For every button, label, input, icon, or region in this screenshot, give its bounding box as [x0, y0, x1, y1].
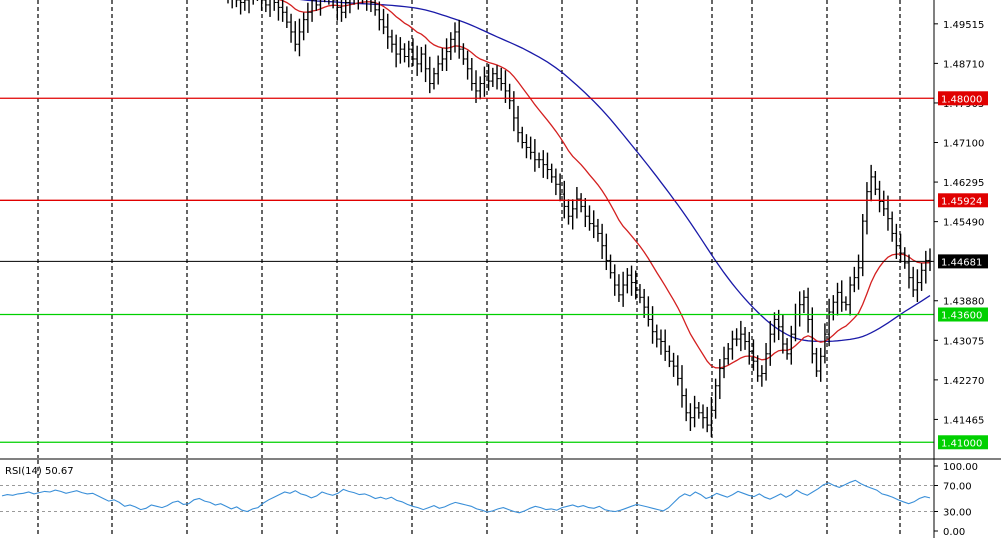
resistance-1-tag — [938, 91, 988, 106]
rsi-label: RSI(14) 50.67 — [5, 466, 74, 477]
current-price-tag — [938, 254, 988, 269]
axis-tick-label: 1.41465 — [943, 415, 984, 426]
slow-moving-average-line — [299, 0, 931, 343]
axis-tick-label: 1.48710 — [943, 59, 984, 70]
support-1-tag — [938, 307, 988, 322]
support-2-tag — [938, 435, 988, 450]
rsi-axis-tick-label: 0.00 — [943, 527, 965, 538]
axis-tick-label: 1.43880 — [943, 297, 984, 308]
price-bars — [227, 0, 932, 438]
rsi-axis-tick-label: 30.00 — [943, 508, 972, 519]
axis-tick-label: 1.42270 — [943, 376, 984, 387]
rsi-axis-tick-label: 70.00 — [943, 482, 972, 493]
fast-moving-average-line — [278, 0, 931, 369]
resistance-2-tag — [938, 193, 988, 208]
axis-tick-label: 1.43075 — [943, 336, 984, 347]
current-price-tag-label: 1.44681 — [941, 257, 982, 268]
axis-tick-label: 1.47100 — [943, 139, 984, 150]
axis-tick-label: 1.49515 — [943, 20, 984, 31]
axis-tick-label: 1.45490 — [943, 218, 984, 229]
rsi-panel: RSI(14) 50.67 100.00 70.00 30.00 0.00 — [0, 462, 978, 538]
rsi-line — [1, 479, 931, 514]
main-grid — [37, 0, 901, 537]
resistance-2-tag-label: 1.45924 — [941, 196, 982, 207]
rsi-axis-tick-label: 100.00 — [943, 462, 978, 473]
resistance-1-tag-label: 1.48000 — [941, 94, 982, 105]
support-1-tag-label: 1.43600 — [941, 311, 982, 322]
horizontal-levels — [0, 97, 934, 443]
axis-tick-label: 1.46295 — [943, 178, 984, 189]
moving-averages — [278, 0, 931, 369]
support-2-tag-label: 1.41000 — [941, 438, 982, 449]
